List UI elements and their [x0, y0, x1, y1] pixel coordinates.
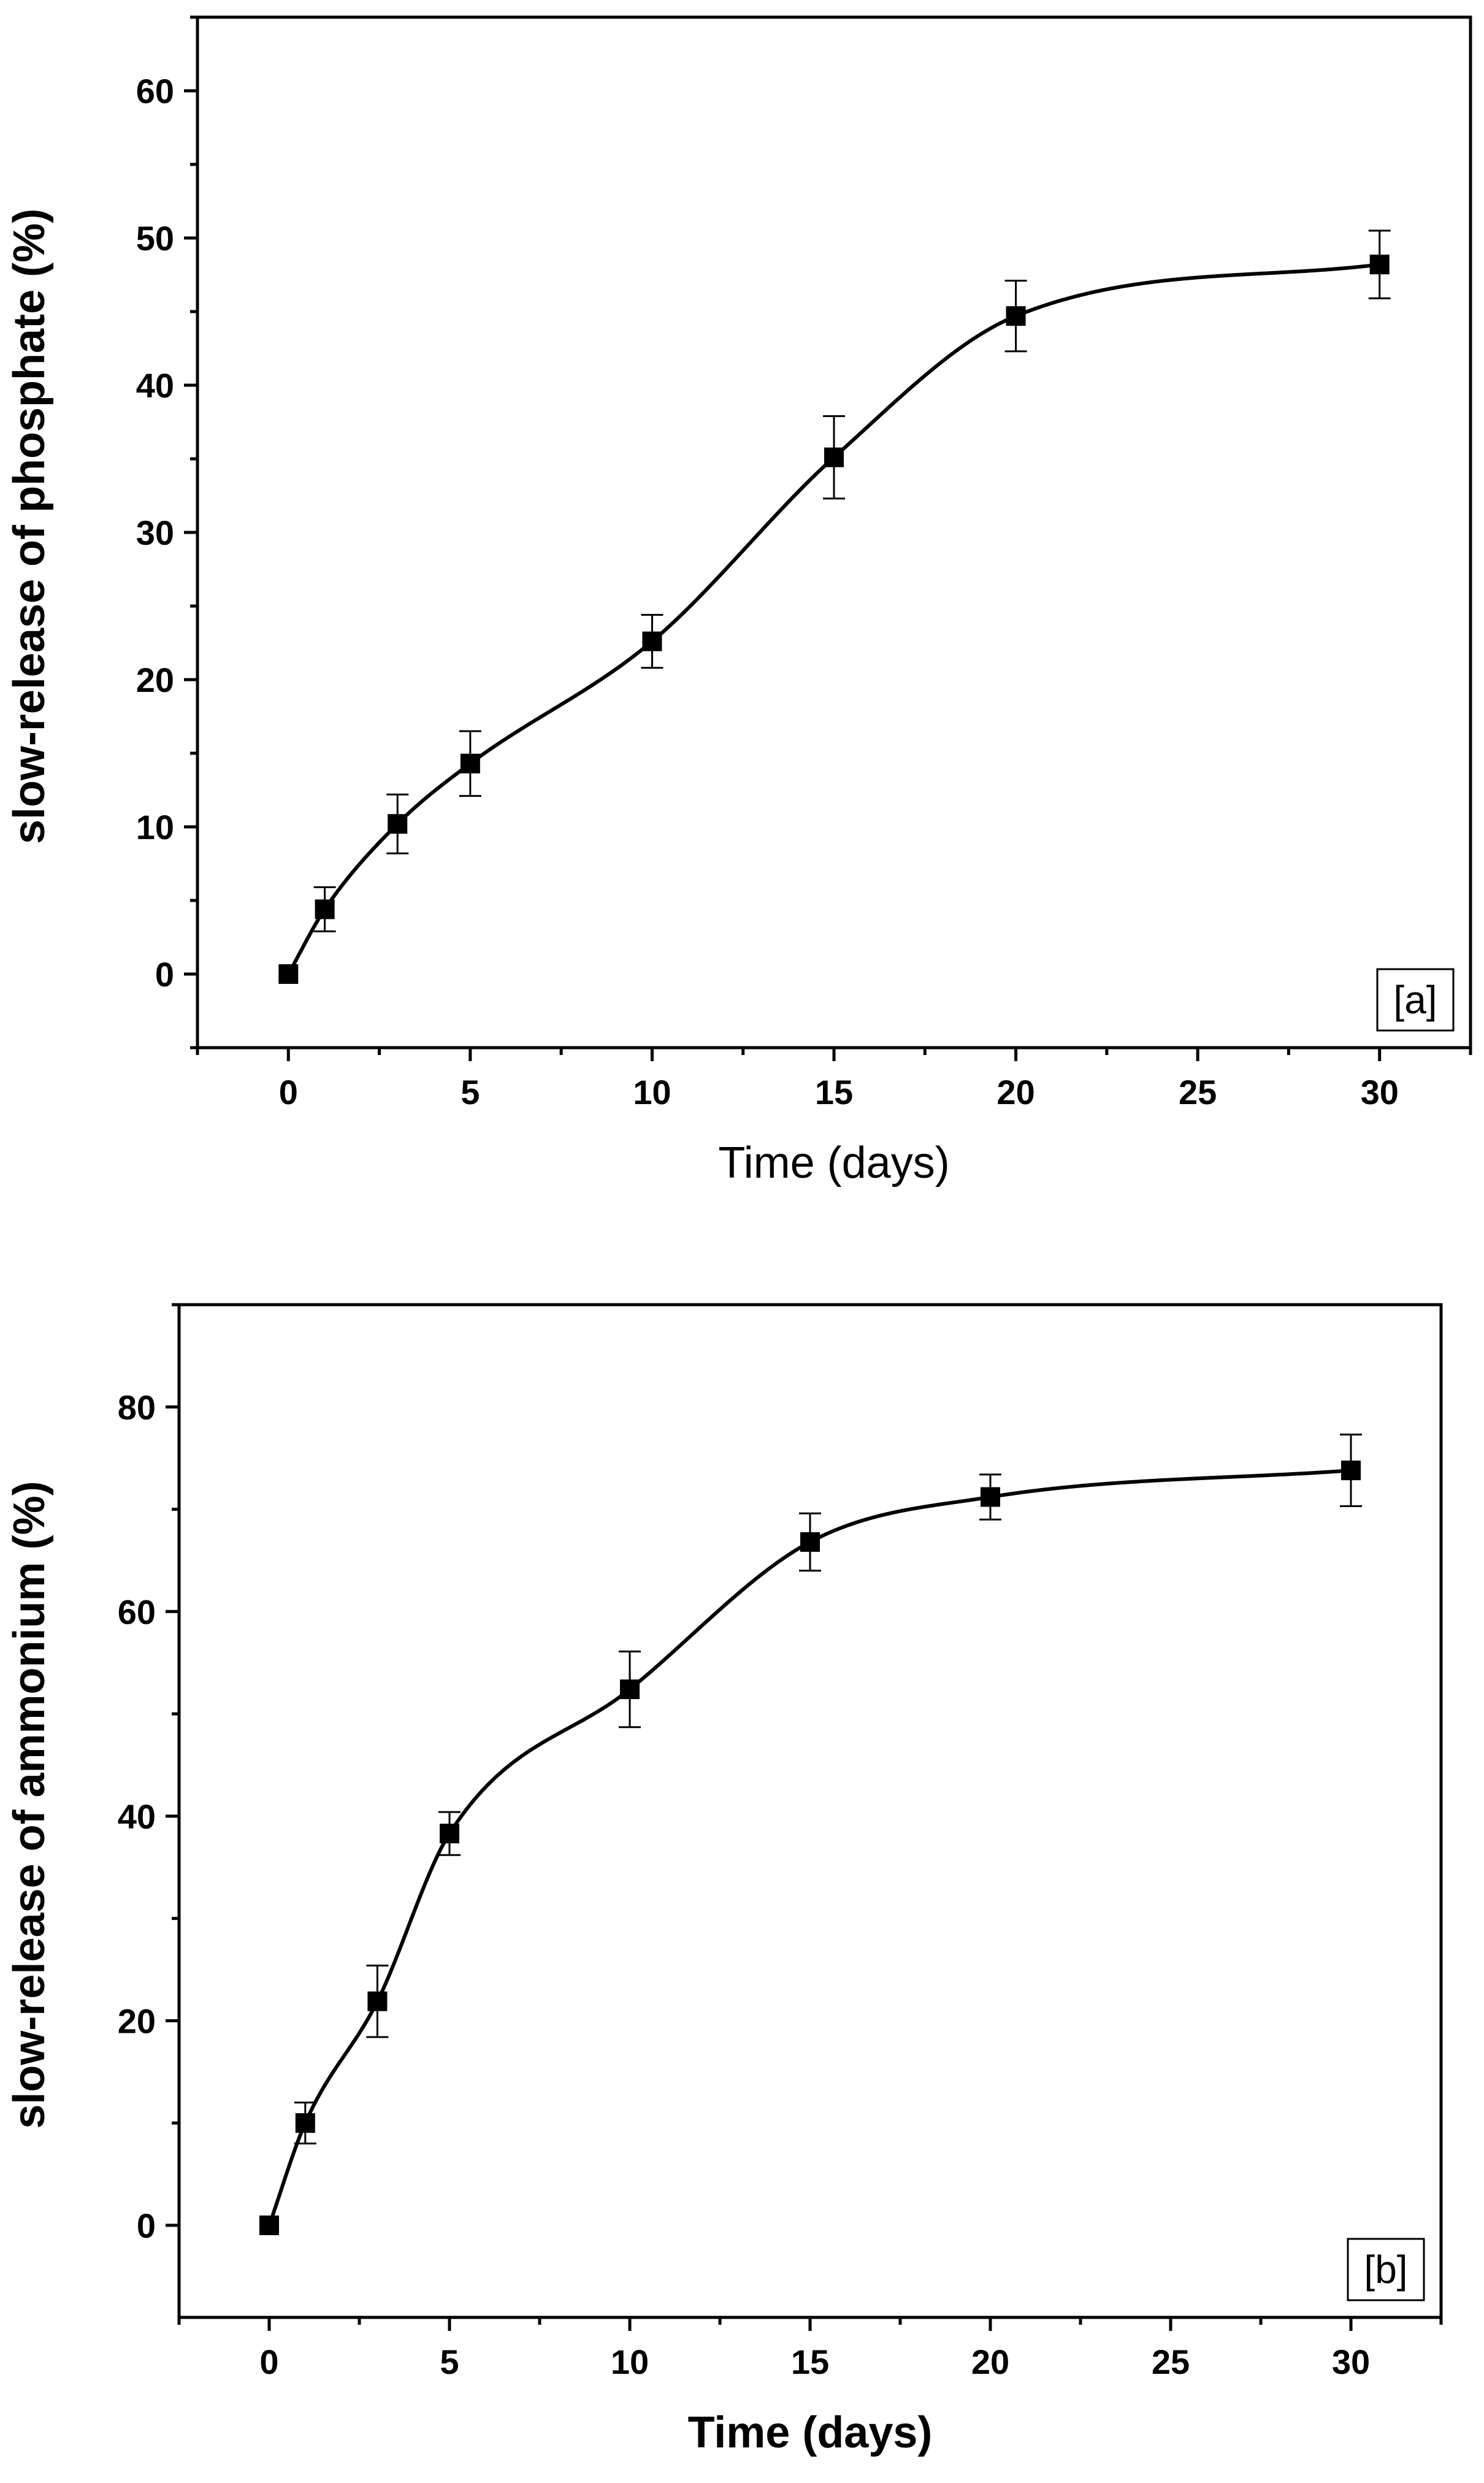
x-tick-label: 10	[611, 2343, 649, 2381]
y-tick-label: 10	[136, 808, 174, 846]
y-tick-label: 60	[118, 1592, 156, 1631]
y-tick-label: 80	[118, 1388, 156, 1427]
panel-label-box	[1376, 968, 1455, 1032]
chart-panel-1: 0 5 10 15 20 25 30 0 10 20 30 40 50 60 Time (days) slow…	[5, 15, 1472, 1188]
data-point	[315, 899, 335, 919]
x-tick-label: 20	[971, 2343, 1009, 2381]
fit-line	[267, 1468, 1352, 2226]
chart-panel-2: 0 5 10 15 20 25 30 0 20 40 60 80 Time (days) slow-rel…	[5, 1303, 1443, 2457]
y-tick-label: 30	[136, 513, 174, 552]
y-tick-label: 60	[136, 72, 174, 110]
x-tick-label: 10	[633, 1073, 671, 1111]
data-point	[440, 1824, 459, 1844]
data-point	[460, 753, 480, 773]
data-point	[1369, 255, 1390, 275]
data-point	[800, 1532, 820, 1552]
y-tick-label: 0	[155, 955, 174, 994]
data-point	[295, 2113, 315, 2133]
data-point	[981, 1487, 1000, 1507]
panel-label: [b]	[1364, 2247, 1407, 2292]
y-tick-label: 40	[136, 366, 174, 405]
x-tick-label: 25	[1179, 1073, 1217, 1111]
x-tick-label: 5	[440, 2343, 459, 2381]
plot-frame	[196, 15, 1472, 1050]
data-point	[620, 1679, 640, 1700]
fit-line	[286, 263, 1380, 975]
y-tick-label: 50	[136, 219, 174, 258]
data-point	[1006, 306, 1026, 326]
y-tick-label: 20	[136, 661, 174, 699]
panel-label: [a]	[1393, 978, 1437, 1022]
data-point	[1341, 1460, 1361, 1481]
y-tick-label: 0	[137, 2206, 156, 2245]
x-tick-label: 5	[461, 1073, 480, 1111]
x-tick-label: 0	[259, 2343, 278, 2381]
series-phosphate	[278, 229, 1391, 984]
x-axis-title: Time (days)	[688, 2408, 933, 2457]
data-point	[642, 631, 662, 651]
y-axis-title: slow-release of phosphate (%)	[5, 209, 54, 844]
y-tick-label: 20	[118, 2001, 156, 2040]
series-ammonium	[259, 1433, 1362, 2235]
data-point	[367, 1991, 388, 2011]
panel-label-box	[1347, 2238, 1425, 2301]
y-axis-title: slow-release of ammonium (%)	[5, 1481, 54, 2128]
x-tick-label: 30	[1361, 1073, 1399, 1111]
x-tick-label: 20	[996, 1073, 1035, 1111]
x-tick-label: 30	[1332, 2343, 1370, 2381]
data-point	[278, 964, 299, 984]
data-point	[824, 447, 844, 467]
data-point	[259, 2215, 279, 2235]
x-tick-label: 25	[1152, 2343, 1190, 2381]
data-point	[388, 814, 408, 834]
x-tick-label: 15	[815, 1073, 853, 1111]
x-axis-title: Time (days)	[718, 1138, 949, 1188]
y-tick-label: 40	[118, 1797, 156, 1836]
plot-frame	[177, 1303, 1443, 2319]
x-tick-label: 15	[791, 2343, 829, 2381]
x-tick-label: 0	[279, 1073, 298, 1111]
